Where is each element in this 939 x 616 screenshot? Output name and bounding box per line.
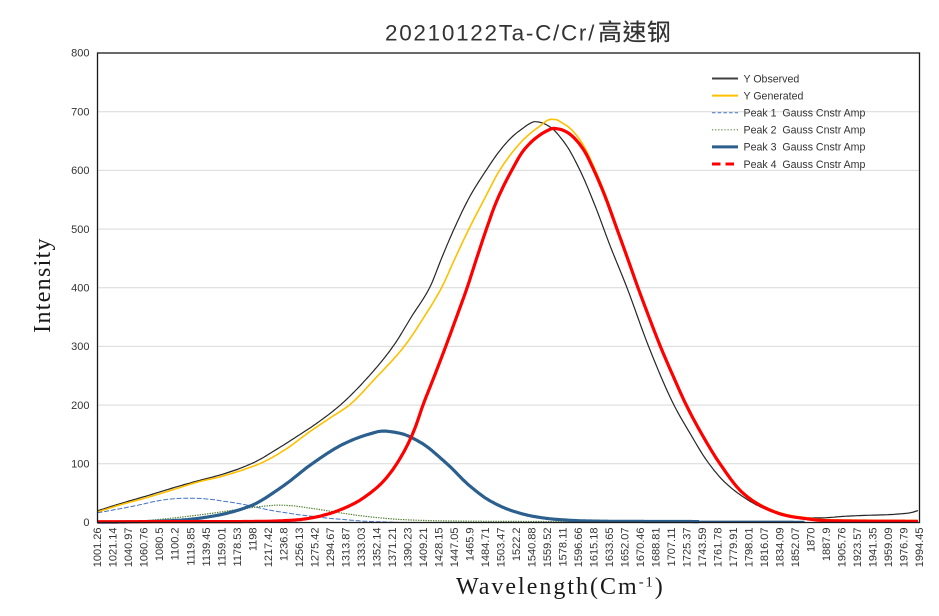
svg-text:1688.81: 1688.81 xyxy=(651,528,663,568)
svg-text:1100.2: 1100.2 xyxy=(170,528,182,561)
svg-text:Peak 2 Gauss Cnstr Amp: Peak 2 Gauss Cnstr Amp xyxy=(744,125,866,137)
svg-text:1761.78: 1761.78 xyxy=(713,528,725,568)
svg-text:1905.76: 1905.76 xyxy=(837,528,849,568)
svg-text:1798.01: 1798.01 xyxy=(744,528,756,568)
svg-text:1816.07: 1816.07 xyxy=(759,528,771,568)
svg-text:1060.76: 1060.76 xyxy=(139,528,151,568)
svg-text:Peak 4 Gauss Cnstr Amp: Peak 4 Gauss Cnstr Amp xyxy=(744,159,866,171)
svg-text:1615.18: 1615.18 xyxy=(589,528,601,568)
svg-text:1522.2: 1522.2 xyxy=(511,528,523,562)
svg-text:1941.35: 1941.35 xyxy=(868,528,880,568)
svg-text:1409.21: 1409.21 xyxy=(418,528,430,568)
svg-text:700: 700 xyxy=(71,106,89,118)
svg-text:1371.21: 1371.21 xyxy=(387,528,399,568)
svg-text:1428.15: 1428.15 xyxy=(433,528,445,568)
svg-text:1447.05: 1447.05 xyxy=(449,528,461,568)
svg-text:300: 300 xyxy=(71,341,89,353)
svg-text:1333.03: 1333.03 xyxy=(356,528,368,568)
svg-text:Peak 3 Gauss Cnstr Amp: Peak 3 Gauss Cnstr Amp xyxy=(744,142,866,154)
svg-text:1743.59: 1743.59 xyxy=(697,528,709,568)
svg-text:1390.23: 1390.23 xyxy=(402,528,414,568)
svg-text:1465.9: 1465.9 xyxy=(464,528,476,562)
svg-text:1779.91: 1779.91 xyxy=(728,528,740,568)
svg-text:1313.87: 1313.87 xyxy=(340,528,352,568)
svg-text:1578.11: 1578.11 xyxy=(558,528,570,567)
svg-text:1540.88: 1540.88 xyxy=(527,528,539,568)
svg-text:1001.26: 1001.26 xyxy=(92,528,104,568)
svg-text:1976.79: 1976.79 xyxy=(899,528,911,568)
svg-text:1236.8: 1236.8 xyxy=(278,528,290,562)
svg-text:0: 0 xyxy=(83,517,89,529)
svg-text:1352.14: 1352.14 xyxy=(371,528,383,568)
svg-text:1503.47: 1503.47 xyxy=(495,528,507,568)
svg-text:1652.07: 1652.07 xyxy=(620,528,632,568)
svg-text:1294.67: 1294.67 xyxy=(325,528,337,568)
svg-text:1870: 1870 xyxy=(806,528,818,552)
svg-text:Y Generated: Y Generated xyxy=(744,90,804,102)
svg-text:Wavelength(Cm-1): Wavelength(Cm-1) xyxy=(456,574,665,600)
svg-text:1633.65: 1633.65 xyxy=(604,528,616,568)
svg-text:1484.71: 1484.71 xyxy=(480,528,492,568)
svg-text:1159.01: 1159.01 xyxy=(216,528,228,567)
svg-text:1139.45: 1139.45 xyxy=(201,528,213,567)
svg-text:Peak 1 Gauss Cnstr Amp: Peak 1 Gauss Cnstr Amp xyxy=(744,108,866,120)
svg-text:100: 100 xyxy=(71,459,89,471)
svg-text:1994.45: 1994.45 xyxy=(914,528,926,568)
svg-text:Intensity: Intensity xyxy=(30,237,56,333)
svg-text:1256.13: 1256.13 xyxy=(294,528,306,568)
svg-text:1670.46: 1670.46 xyxy=(635,528,647,568)
svg-text:Y Observed: Y Observed xyxy=(744,73,800,85)
svg-text:1887.9: 1887.9 xyxy=(821,528,833,562)
svg-text:1852.07: 1852.07 xyxy=(790,528,802,568)
svg-text:20210122Ta-C/Cr/: 20210122Ta-C/Cr/ xyxy=(385,21,596,46)
svg-text:200: 200 xyxy=(71,400,89,412)
svg-text:1040.97: 1040.97 xyxy=(123,528,135,568)
svg-text:400: 400 xyxy=(71,282,89,294)
svg-text:1021.14: 1021.14 xyxy=(108,528,120,568)
svg-text:1559.52: 1559.52 xyxy=(542,528,554,568)
svg-text:1178.53: 1178.53 xyxy=(232,528,244,567)
svg-text:1198: 1198 xyxy=(247,528,259,552)
svg-text:1725.37: 1725.37 xyxy=(682,528,694,568)
svg-text:1707.11: 1707.11 xyxy=(666,528,678,567)
svg-text:1923.57: 1923.57 xyxy=(852,528,864,568)
svg-text:800: 800 xyxy=(71,48,89,60)
svg-text:600: 600 xyxy=(71,165,89,177)
svg-text:1275.42: 1275.42 xyxy=(309,528,321,568)
svg-text:1959.09: 1959.09 xyxy=(883,528,895,568)
svg-text:1596.66: 1596.66 xyxy=(573,528,585,568)
svg-text:1119.85: 1119.85 xyxy=(185,528,197,566)
svg-text:1217.42: 1217.42 xyxy=(263,528,275,568)
svg-text:1834.09: 1834.09 xyxy=(775,528,787,568)
svg-text:500: 500 xyxy=(71,224,89,236)
svg-text:1080.5: 1080.5 xyxy=(154,528,166,562)
